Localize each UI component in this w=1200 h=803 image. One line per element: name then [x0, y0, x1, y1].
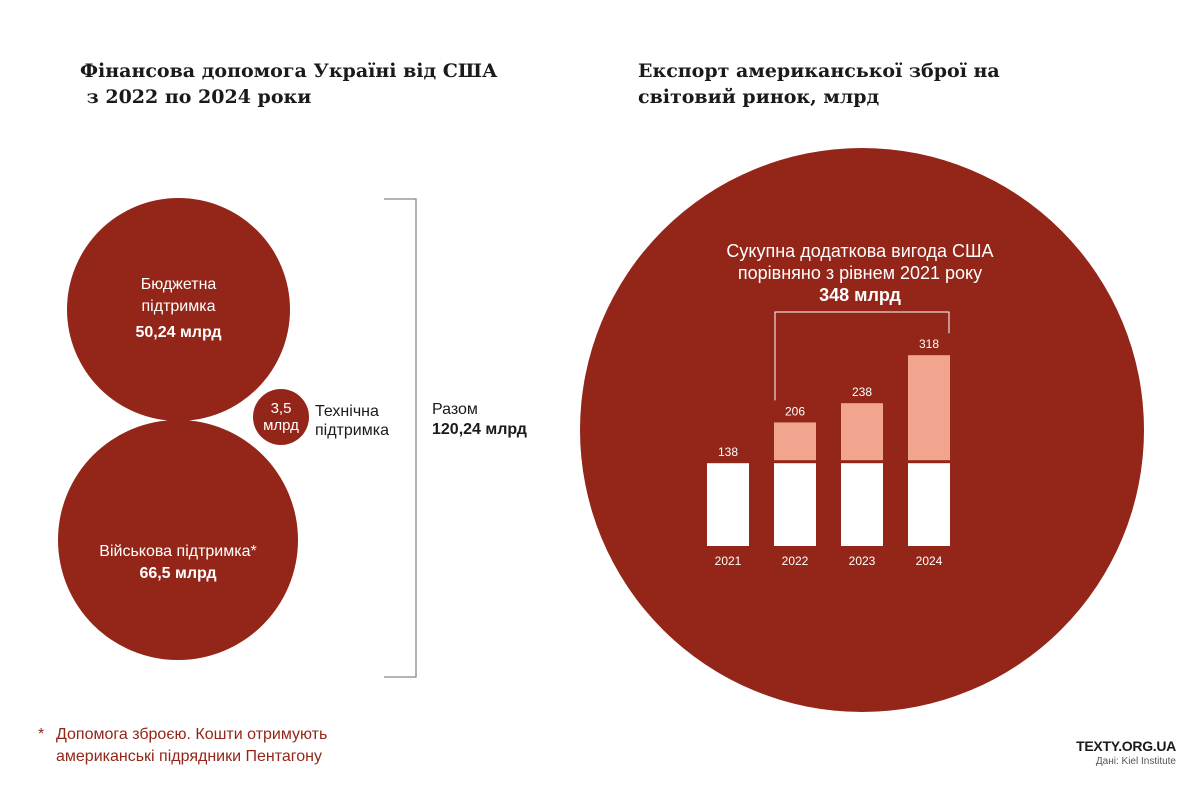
footnote: * Допомога зброєю. Кошти отримують америк… [38, 724, 327, 768]
total-value: 120,24 млрд [432, 421, 527, 438]
aid-title-line1: Фінансова допомога Україні від США [80, 60, 498, 82]
military-support-circle [58, 420, 298, 660]
benefit-bracket [774, 311, 950, 401]
bar-extra-2023 [841, 403, 883, 461]
technical-support-label-1: Технічна [315, 403, 379, 420]
technical-support-label-2: підтримка [315, 422, 389, 439]
budget-support-value: 50,24 млрд [135, 324, 222, 341]
bar-extra-2024 [908, 355, 950, 461]
data-source: Дані: Kiel Institute [1095, 756, 1176, 767]
technical-support-value: 3,5 млрд [253, 400, 309, 434]
budget-support-text: Бюджетна підтримка 50,24 млрд [67, 274, 290, 344]
military-support-text: Військова підтримка* 66,5 млрд [58, 541, 298, 585]
export-summary-line1: Сукупна додаткова вигода США [726, 241, 994, 261]
year-label-2023: 2023 [849, 554, 876, 568]
export-summary-line2: порівняно з рівнем 2021 року [737, 263, 983, 283]
aid-title-line2: з 2022 по 2024 роки [80, 86, 312, 108]
bar-base-2021 [707, 463, 749, 546]
year-label-2021: 2021 [715, 554, 742, 568]
brand-name: TEXTY.ORG.UA [1076, 738, 1176, 754]
year-label-2024: 2024 [916, 554, 943, 568]
budget-support-label-1: Бюджетна [140, 276, 217, 293]
technical-support-label: Технічна підтримка [315, 402, 389, 440]
technical-support-number: 3,5 [270, 400, 292, 417]
total-bracket [384, 198, 417, 678]
export-summary-value: 348 млрд [819, 285, 901, 305]
total-label: Разом [432, 401, 478, 418]
value-label-2022: 206 [785, 404, 805, 418]
value-label-2024: 318 [919, 337, 939, 351]
bar-base-2022 [774, 463, 816, 546]
footnote-line2: американські підрядники Пентагону [56, 748, 322, 765]
bar-base-2024 [908, 463, 950, 546]
export-title: Експорт американської зброї на світовий … [638, 58, 1000, 110]
export-title-line1: Експорт американської зброї на [638, 60, 1000, 82]
bar-extra-2022 [774, 422, 816, 461]
total-aid: Разом 120,24 млрд [432, 400, 527, 440]
bar-base-2023 [841, 463, 883, 546]
brand-block: TEXTY.ORG.UA Дані: Kiel Institute [1076, 738, 1176, 767]
budget-support-circle [67, 198, 290, 421]
value-label-2021: 138 [718, 445, 738, 459]
military-support-label: Військова підтримка* [99, 543, 257, 560]
technical-support-circle [253, 389, 309, 445]
technical-support-unit: млрд [263, 417, 299, 434]
budget-support-label-2: підтримка [141, 298, 216, 315]
export-bar-chart: 138 2021 206 2022 238 2023 318 2024 [707, 311, 950, 568]
aid-title: Фінансова допомога Україні від США з 202… [80, 58, 497, 110]
export-summary: Сукупна додаткова вигода США порівняно з… [640, 240, 1080, 306]
export-title-line2: світовий ринок, млрд [638, 86, 880, 108]
military-support-value: 66,5 млрд [139, 565, 217, 582]
footnote-star: * [38, 726, 45, 743]
value-label-2023: 238 [852, 385, 872, 399]
year-label-2022: 2022 [782, 554, 809, 568]
footnote-line1: Допомога зброєю. Кошти отримують [56, 726, 328, 743]
